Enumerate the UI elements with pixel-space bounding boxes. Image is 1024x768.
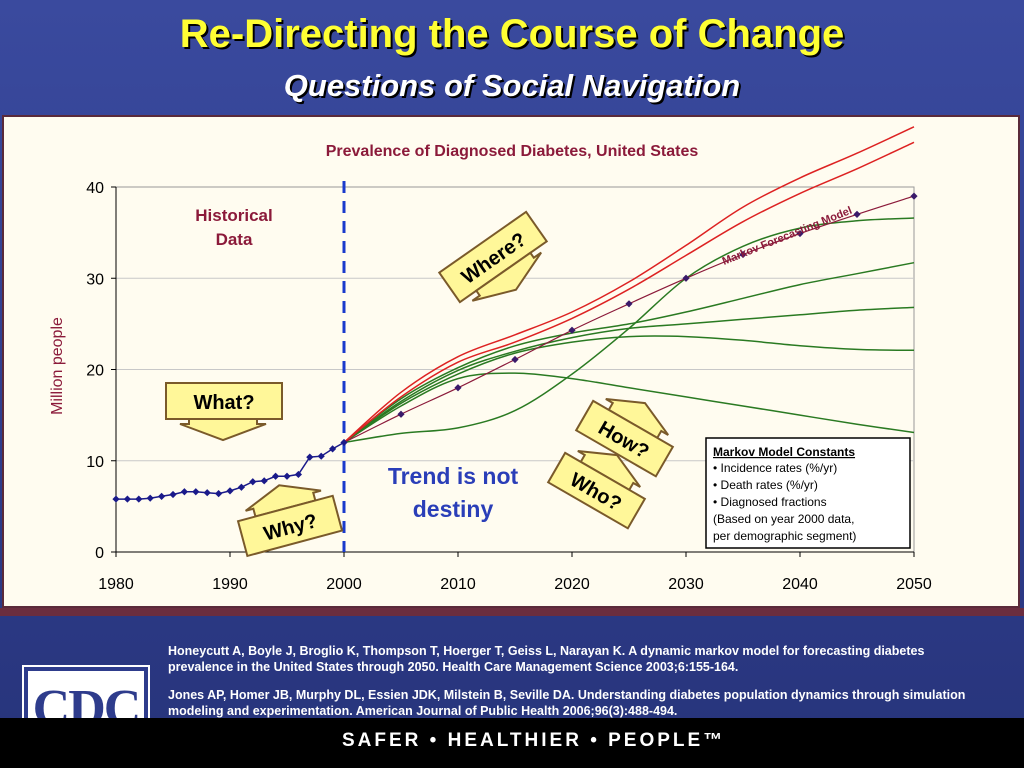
historical-point — [272, 472, 280, 480]
why-callout: Why? — [236, 484, 344, 558]
historical-point — [158, 492, 166, 500]
x-tick-label: 2000 — [326, 576, 362, 593]
markov-point — [454, 384, 462, 392]
markov-point — [625, 300, 633, 308]
historical-point — [237, 483, 245, 491]
y-tick-label: 20 — [86, 363, 104, 380]
slide-title: Re-Directing the Course of Change — [179, 12, 845, 56]
x-tick-label: 2020 — [554, 576, 590, 593]
constants-note-line2: per demographic segment) — [713, 529, 856, 543]
markov-point — [853, 210, 861, 218]
footer-tagline: SAFER • HEALTHIER • PEOPLE™ — [342, 730, 726, 751]
green-scenario-line-1 — [343, 261, 915, 444]
constants-note-line1: (Based on year 2000 data, — [713, 512, 854, 526]
historical-point — [215, 490, 223, 498]
historical-point — [329, 445, 337, 453]
markov-point — [682, 274, 690, 282]
panel-bottom-band — [0, 608, 1024, 616]
historical-point — [317, 452, 325, 460]
trend-annotation-line2: destiny — [413, 496, 494, 522]
historical-data-label-line2: Data — [216, 230, 253, 249]
what-callout-label: What? — [193, 392, 254, 414]
markov-point — [910, 192, 918, 200]
historical-point — [123, 495, 131, 503]
markov-constants-box: Markov Model Constants • Incidence rates… — [705, 437, 911, 549]
markov-point — [511, 355, 519, 364]
x-tick-label: 2040 — [782, 576, 818, 593]
slide-subtitle: Questions of Social Navigation — [283, 68, 741, 103]
constants-heading: Markov Model Constants — [713, 445, 855, 459]
historical-point — [283, 472, 291, 480]
historical-point — [226, 487, 234, 495]
x-tick-label: 1990 — [212, 576, 248, 593]
chart-title: Prevalence of Diagnosed Diabetes, United… — [326, 143, 699, 160]
reference-1: Honeycutt A, Boyle J, Broglio K, Thompso… — [168, 644, 925, 674]
green-scenario-line-5 — [343, 217, 915, 444]
historical-point — [135, 495, 143, 503]
markov-point — [739, 250, 747, 259]
what-callout: What? — [165, 382, 283, 442]
markov-point — [796, 229, 804, 238]
red-scenario-line-1 — [343, 126, 915, 444]
x-tick-label: 2050 — [896, 576, 932, 593]
chart-markers — [112, 192, 918, 503]
historical-point — [340, 438, 348, 447]
constants-item-3: • Diagnosed fractions — [713, 495, 827, 509]
footer-bar — [0, 718, 1024, 768]
red-scenario-line-2 — [343, 141, 915, 444]
historical-point — [203, 489, 211, 497]
constants-item-2: • Death rates (%/yr) — [713, 478, 818, 492]
reference-2: Jones AP, Homer JB, Murphy DL, Essien JD… — [168, 688, 966, 718]
constants-item-1: • Incidence rates (%/yr) — [713, 461, 837, 475]
y-tick-label: 30 — [86, 271, 104, 288]
historical-point — [180, 488, 188, 496]
x-tick-label: 2010 — [440, 576, 476, 593]
historical-point — [294, 470, 302, 479]
historical-point — [192, 488, 200, 496]
green-scenario-line-3 — [343, 335, 915, 444]
markov-point — [397, 410, 405, 418]
y-tick-label: 10 — [86, 454, 104, 471]
historical-point — [169, 490, 177, 499]
historical-point — [146, 494, 154, 502]
historical-point — [112, 495, 120, 503]
historical-data-label-line1: Historical — [195, 206, 272, 225]
y-axis-label: Million people — [49, 317, 66, 415]
y-tick-label: 0 — [95, 545, 104, 562]
y-tick-label: 40 — [86, 180, 104, 197]
historical-point — [306, 453, 314, 461]
historical-point — [249, 478, 257, 486]
green-scenario-line-4 — [343, 372, 915, 444]
x-tick-label: 2030 — [668, 576, 704, 593]
x-tick-label: 1980 — [98, 576, 134, 593]
historical-point — [260, 477, 268, 485]
markov-point — [568, 326, 576, 334]
trend-annotation-line1: Trend is not — [388, 463, 519, 489]
